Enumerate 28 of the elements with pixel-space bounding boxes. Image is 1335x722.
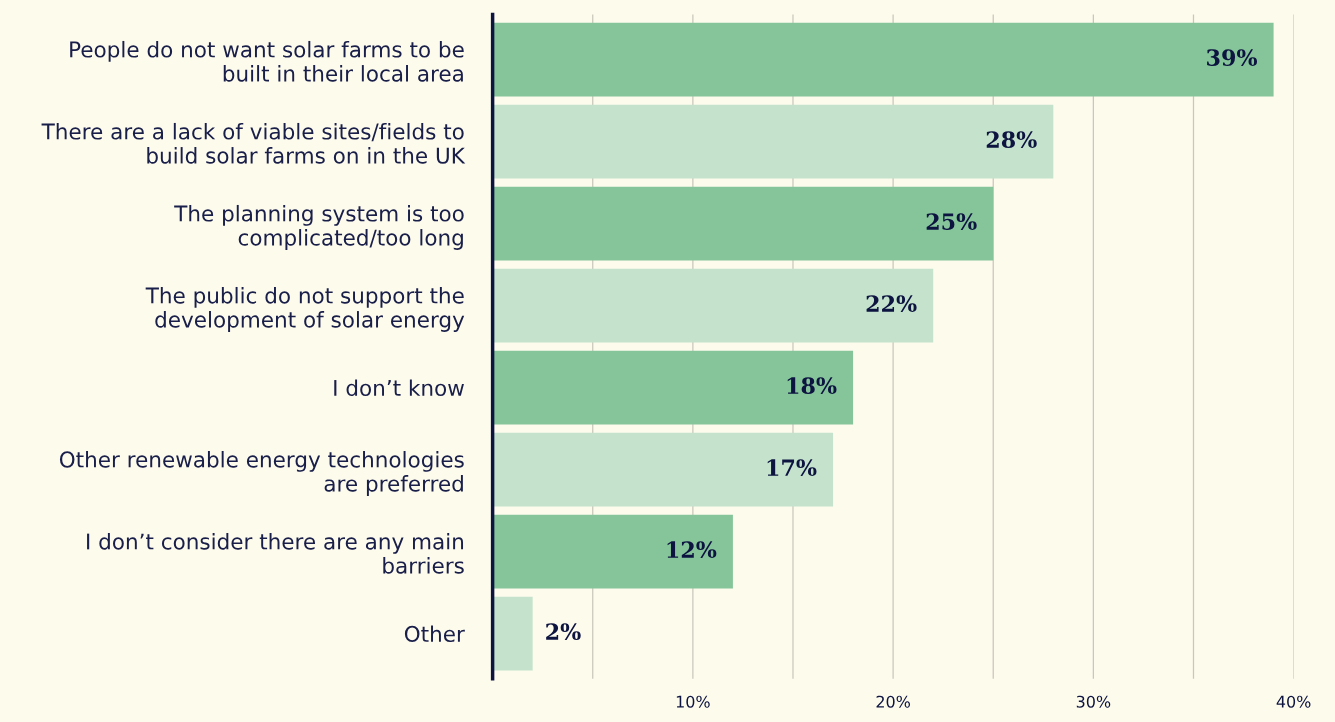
- bar: [492, 514, 733, 589]
- data-label: 18%: [787, 377, 837, 395]
- y-tick-label: The public do not support the development of solar energy: [145, 286, 465, 332]
- x-tick-label: 40%: [1276, 695, 1311, 708]
- x-tick-label: 10%: [676, 695, 710, 708]
- y-tick-label: Other: [404, 625, 465, 643]
- y-tick-label: The planning system is too complicated/too long: [174, 204, 464, 250]
- data-label: 28%: [986, 131, 1037, 148]
- bar: [492, 186, 994, 261]
- bar: [492, 596, 533, 671]
- bar: [492, 432, 834, 507]
- data-label: 17%: [767, 459, 817, 477]
- data-label: 39%: [1207, 49, 1258, 66]
- x-tick-label: 20%: [876, 695, 910, 708]
- bar: [492, 350, 854, 425]
- y-tick-label: People do not want solar farms to be built in their local area: [70, 40, 464, 82]
- x-tick-label: 30%: [1076, 695, 1111, 708]
- y-tick-label: I don’t consider there are any main barriers: [87, 532, 464, 574]
- data-label: 22%: [866, 295, 917, 313]
- bar: [492, 22, 1274, 97]
- bar: [492, 268, 934, 343]
- data-label: 12%: [667, 541, 717, 559]
- y-tick-label: I don’t know: [334, 379, 464, 397]
- y-tick-label: There are a lack of viable sites/fields to build solar farms on in the UK: [41, 122, 466, 164]
- bar: [492, 104, 1054, 179]
- data-label: 2%: [546, 623, 581, 641]
- data-label: 25%: [926, 213, 977, 230]
- y-tick-label: Other renewable energy technologies are preferred: [59, 450, 464, 496]
